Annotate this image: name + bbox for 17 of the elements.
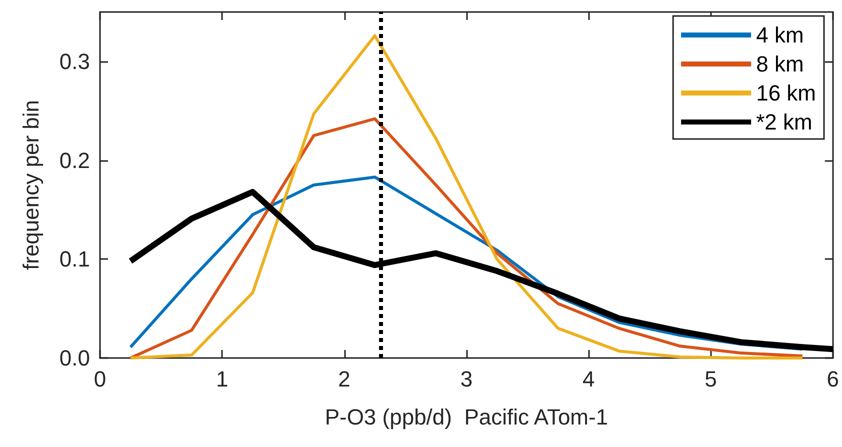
legend-label: 16 km — [756, 80, 816, 106]
x-tick-label: 6 — [826, 366, 840, 392]
y-tick-label: 0.1 — [59, 246, 90, 272]
y-tick-label: 0.3 — [59, 48, 90, 74]
x-tick-label: 2 — [338, 366, 350, 392]
x-tick-label: 3 — [460, 366, 473, 392]
x-tick-label: 0 — [94, 366, 106, 392]
y-tick-label: 0.0 — [59, 346, 90, 370]
x-axis-title: P-O3 (ppb/d) Pacific ATom-1 — [324, 404, 608, 430]
x-tick-label: 5 — [704, 366, 717, 392]
y-axis-title: frequency per bin — [18, 100, 44, 270]
x-tick-label: 1 — [216, 366, 228, 392]
legend-label: *2 km — [756, 110, 812, 134]
y-tick-label: 0.2 — [59, 148, 90, 173]
x-tick-label: 4 — [582, 366, 595, 392]
legend-label: 4 km — [756, 22, 804, 48]
legend-label: 8 km — [756, 52, 804, 76]
